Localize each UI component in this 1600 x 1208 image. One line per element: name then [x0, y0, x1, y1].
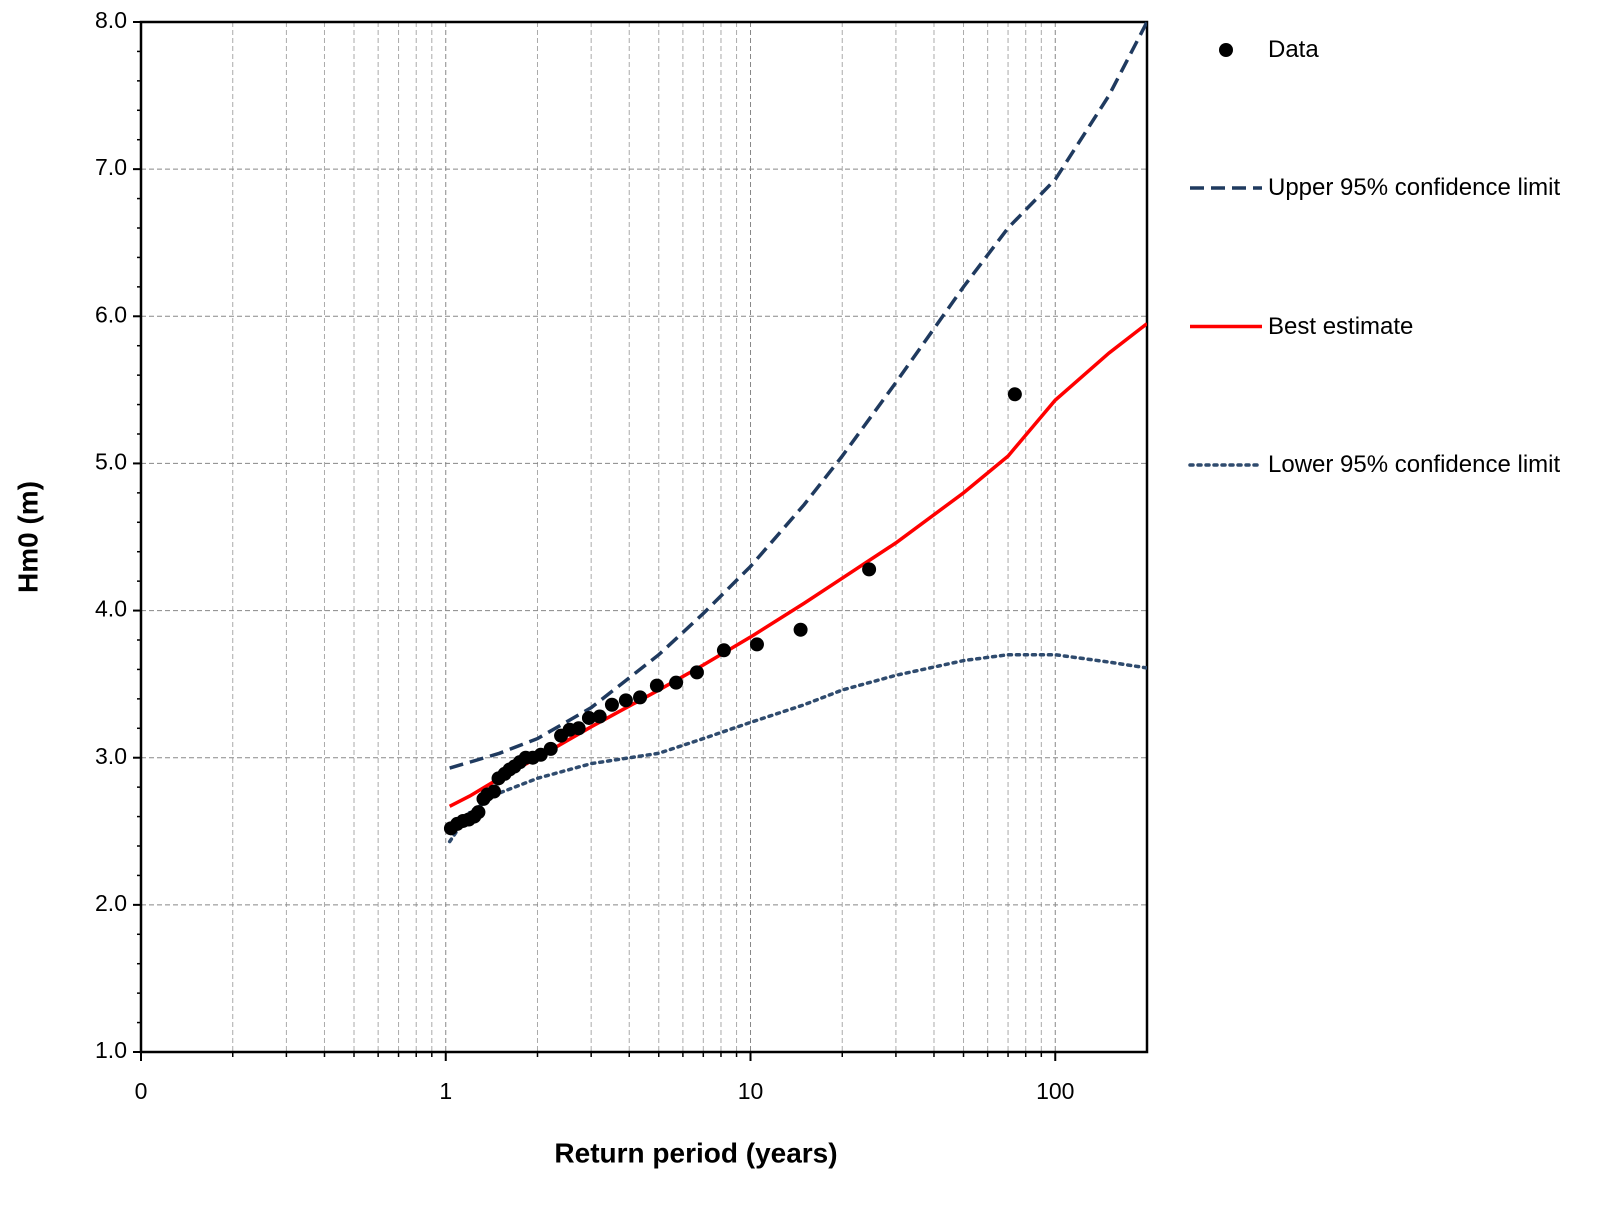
- x-tick-label: 0: [135, 1078, 148, 1104]
- x-tick-label: 1: [439, 1078, 452, 1104]
- legend-label: Best estimate: [1268, 312, 1414, 340]
- data-point: [1007, 387, 1022, 402]
- data-point: [604, 697, 619, 712]
- plot-frame: [139, 20, 1149, 1054]
- data-point: [581, 710, 596, 725]
- data-point: [793, 622, 808, 637]
- series-line: [447, 652, 1147, 844]
- series-line: [449, 21, 1147, 770]
- x-tick-label: 10: [738, 1078, 764, 1104]
- y-tick-label: 1.0: [95, 1037, 127, 1063]
- data-point: [669, 675, 684, 690]
- x-axis-label: Return period (years): [554, 1137, 837, 1168]
- data-point: [592, 709, 607, 724]
- legend-symbol: [1219, 43, 1233, 57]
- data-point: [618, 693, 633, 708]
- data-point: [649, 678, 664, 693]
- data-point: [471, 805, 486, 820]
- legend-label: Data: [1268, 36, 1319, 63]
- data-point: [689, 665, 704, 680]
- legend-label: Upper 95% confidence limit: [1268, 174, 1561, 201]
- y-tick-label: 2.0: [95, 890, 127, 916]
- y-tick-label: 8.0: [95, 7, 127, 33]
- data-point: [716, 643, 731, 658]
- data-point: [571, 721, 586, 736]
- data-point: [633, 690, 648, 705]
- series-line: [448, 322, 1147, 808]
- y-tick-label: 6.0: [95, 301, 127, 327]
- y-tick-label: 4.0: [95, 596, 127, 622]
- data-point: [487, 784, 502, 799]
- data-point: [749, 637, 764, 652]
- legend-label: Lower 95% confidence limit: [1268, 451, 1561, 478]
- data-point: [543, 741, 558, 756]
- x-tick-label: 100: [1036, 1078, 1074, 1104]
- data-point: [862, 562, 877, 577]
- y-tick-label: 5.0: [95, 449, 127, 475]
- y-tick-label: 7.0: [95, 154, 127, 180]
- y-tick-label: 3.0: [95, 743, 127, 769]
- y-axis-label: Hm0 (m): [12, 481, 43, 593]
